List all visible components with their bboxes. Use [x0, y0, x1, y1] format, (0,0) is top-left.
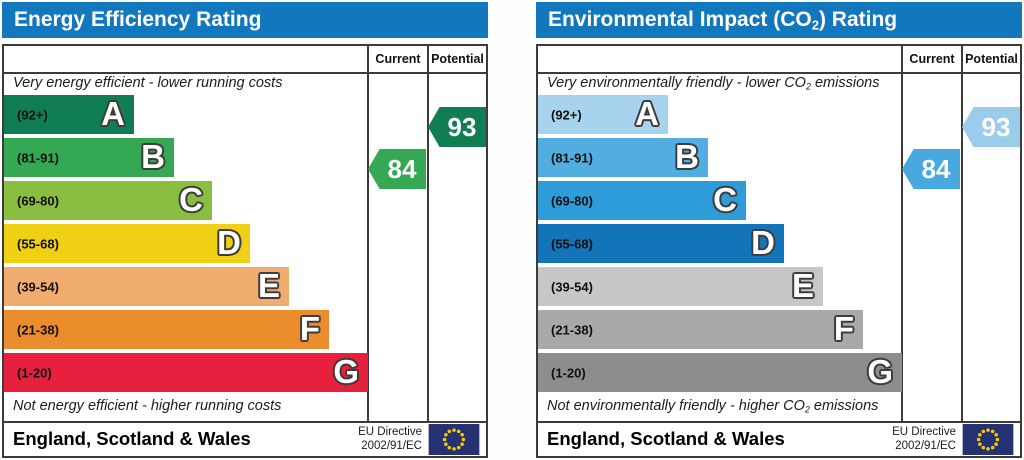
rating-bands: (92+) A (81-91) B (69-80) C (55-68) D (3… — [538, 95, 902, 396]
caption-text: Very environmentally friendly - lower CO — [547, 75, 806, 91]
energy-rating-table: Current Potential Very energy efficient … — [2, 44, 488, 458]
column-divider — [367, 46, 369, 423]
top-caption: Very energy efficient - lower running co… — [13, 75, 282, 92]
band-a: (92+) A — [538, 95, 668, 134]
band-range: (39-54) — [17, 279, 59, 294]
band-c: (69-80) C — [4, 181, 212, 220]
caption-text: Very energy efficient - lower running co… — [13, 75, 283, 91]
band-letter: G — [867, 352, 893, 390]
column-divider — [427, 46, 429, 423]
band-range: (81-91) — [551, 150, 593, 165]
band-f: (21-38) F — [4, 310, 329, 349]
band-letter: A — [101, 94, 125, 132]
band-range: (69-80) — [551, 193, 593, 208]
title-text-suffix: ) Rating — [818, 8, 898, 31]
caption-text: Not energy efficient - higher running co… — [13, 398, 282, 414]
eu-directive-line1: EU Directive — [358, 426, 422, 438]
band-letter: D — [217, 223, 241, 261]
region-label: England, Scotland & Wales — [547, 428, 785, 449]
band-letter: B — [675, 137, 699, 175]
band-e: (39-54) E — [4, 267, 289, 306]
band-d: (55-68) D — [4, 224, 250, 263]
band-b: (81-91) B — [538, 138, 708, 177]
band-letter: E — [257, 266, 280, 304]
caption-subscript: 2 — [804, 404, 810, 415]
band-range: (55-68) — [551, 236, 593, 251]
band-letter: B — [141, 137, 165, 175]
band-range: (1-20) — [17, 365, 52, 380]
caption-text-suffix: emissions — [810, 75, 880, 91]
current-rating-marker: 84 — [368, 149, 426, 189]
band-letter: D — [751, 223, 775, 261]
table-footer: England, Scotland & Wales EU Directive 2… — [4, 423, 486, 456]
band-a: (92+) A — [4, 95, 134, 134]
band-letter: G — [333, 352, 359, 390]
eu-directive-label: EU Directive 2002/91/EC — [892, 425, 956, 453]
current-column-header: Current — [909, 52, 955, 66]
potential-rating-marker: 93 — [428, 107, 486, 147]
eu-flag-stars — [976, 428, 1000, 451]
caption-text-suffix: emissions — [809, 398, 879, 414]
potential-rating-marker: 93 — [962, 107, 1020, 147]
band-f: (21-38) F — [538, 310, 863, 349]
eu-directive-line2: 2002/91/EC — [361, 440, 422, 452]
title-subscript: 2 — [811, 17, 819, 33]
column-divider — [961, 46, 963, 423]
footer-divider — [538, 421, 1020, 423]
eu-directive-line2: 2002/91/EC — [895, 440, 956, 452]
band-d: (55-68) D — [538, 224, 784, 263]
panel-title-co2: Environmental Impact (CO2) Rating — [536, 2, 1022, 38]
band-letter: A — [635, 94, 659, 132]
band-letter: E — [791, 266, 814, 304]
band-range: (1-20) — [551, 365, 586, 380]
region-label: England, Scotland & Wales — [13, 428, 251, 449]
band-g: (1-20) G — [538, 353, 902, 392]
eu-directive-line1: EU Directive — [892, 426, 956, 438]
current-rating-marker: 84 — [902, 149, 960, 189]
caption-subscript: 2 — [805, 81, 811, 92]
caption-text: Not environmentally friendly - higher CO — [547, 398, 805, 414]
potential-column-header: Potential — [431, 52, 484, 66]
title-text: Environmental Impact (CO — [548, 8, 812, 31]
energy-efficiency-panel: Energy Efficiency Rating Current Potenti… — [0, 0, 490, 460]
header-divider — [538, 72, 1020, 74]
band-letter: C — [179, 180, 203, 218]
rating-bands: (92+) A (81-91) B (69-80) C (55-68) D (3… — [4, 95, 368, 396]
top-caption: Very environmentally friendly - lower CO… — [547, 75, 879, 92]
title-text: Energy Efficiency Rating — [14, 8, 262, 31]
band-c: (69-80) C — [538, 181, 746, 220]
band-letter: F — [299, 309, 320, 347]
header-divider — [4, 72, 486, 74]
band-range: (92+) — [551, 107, 582, 122]
band-range: (39-54) — [551, 279, 593, 294]
band-range: (69-80) — [17, 193, 59, 208]
band-range: (55-68) — [17, 236, 59, 251]
bottom-caption: Not energy efficient - higher running co… — [13, 398, 281, 415]
band-letter: F — [833, 309, 854, 347]
band-e: (39-54) E — [538, 267, 823, 306]
band-range: (92+) — [17, 107, 48, 122]
footer-divider — [4, 421, 486, 423]
environmental-impact-panel: Environmental Impact (CO2) Rating Curren… — [534, 0, 1024, 460]
column-divider — [901, 46, 903, 423]
band-range: (21-38) — [17, 322, 59, 337]
bottom-caption: Not environmentally friendly - higher CO… — [547, 398, 878, 415]
eu-flag-icon — [428, 424, 480, 455]
potential-column-header: Potential — [965, 52, 1018, 66]
band-b: (81-91) B — [4, 138, 174, 177]
band-letter: C — [713, 180, 737, 218]
eu-flag-stars — [442, 428, 466, 451]
band-range: (21-38) — [551, 322, 593, 337]
table-footer: England, Scotland & Wales EU Directive 2… — [538, 423, 1020, 456]
eu-flag-icon — [962, 424, 1014, 455]
band-g: (1-20) G — [4, 353, 368, 392]
co2-rating-table: Current Potential Very environmentally f… — [536, 44, 1022, 458]
panel-title-energy: Energy Efficiency Rating — [2, 2, 488, 38]
current-column-header: Current — [375, 52, 421, 66]
eu-directive-label: EU Directive 2002/91/EC — [358, 425, 422, 453]
band-range: (81-91) — [17, 150, 59, 165]
